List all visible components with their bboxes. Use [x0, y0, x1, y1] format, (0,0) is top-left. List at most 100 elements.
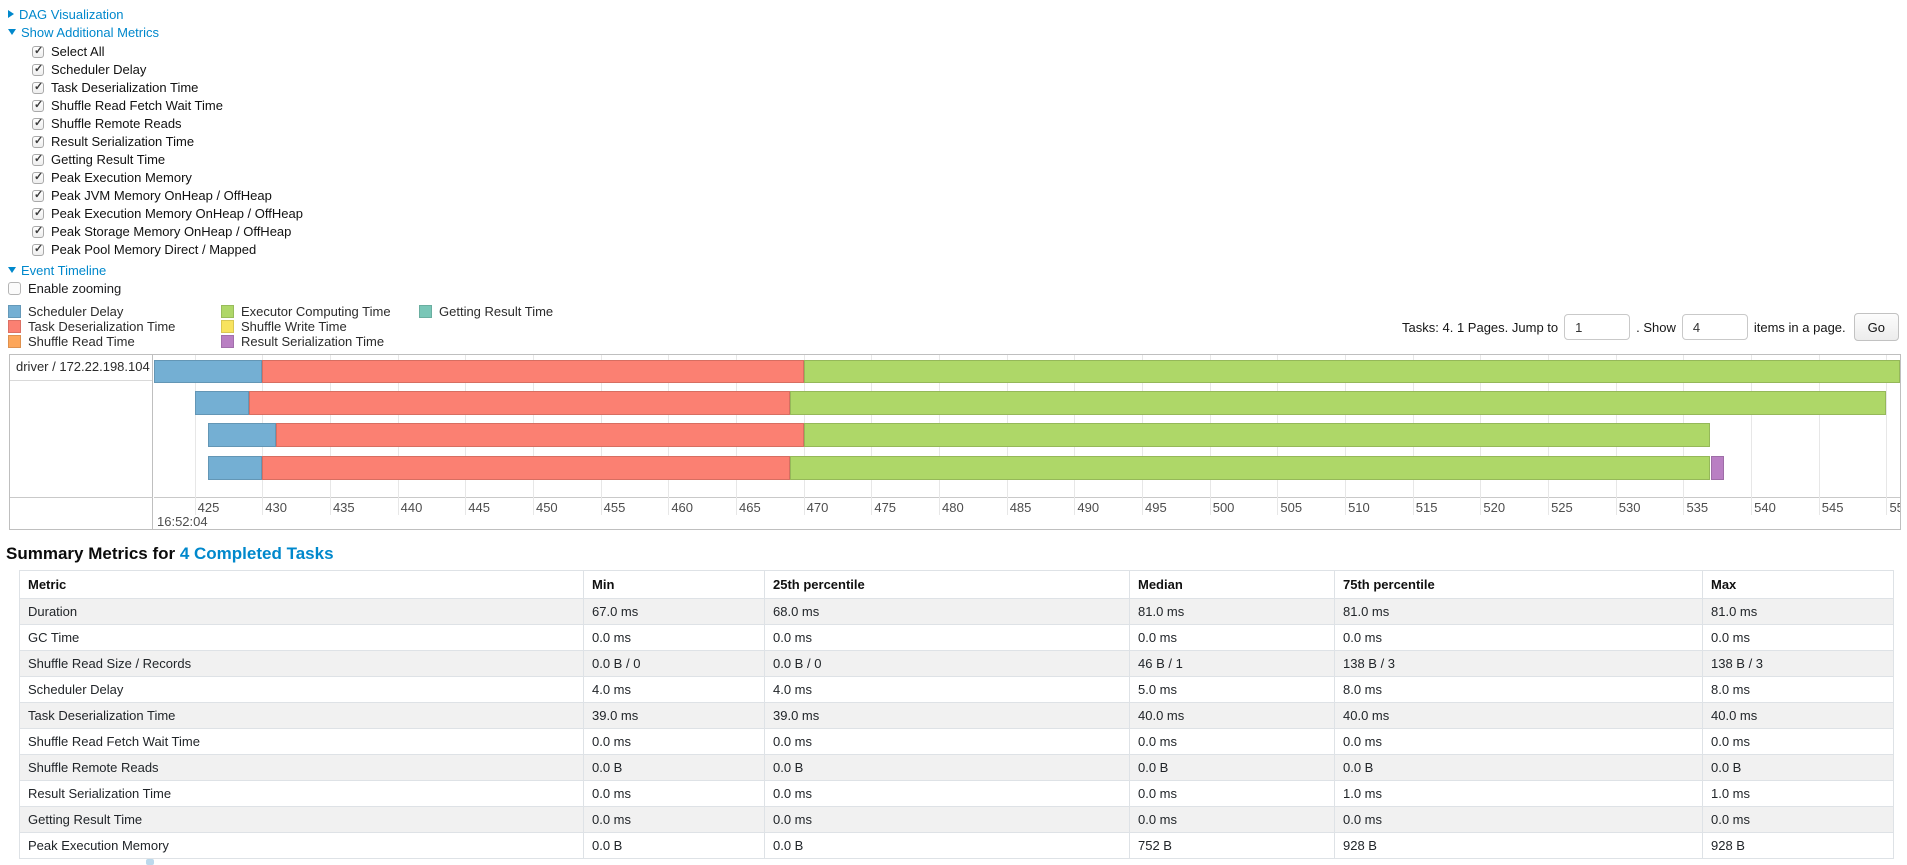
timeline-plot-area: 425 430 435 440 445 450 455 460 465 470 475 480 485 4…: [154, 355, 1900, 529]
metric-value-cell: 0.0 B: [583, 832, 765, 859]
metric-checkbox-row: Peak Pool Memory Direct / Mapped: [32, 241, 1899, 259]
metric-value-cell: 8.0 ms: [1702, 676, 1894, 703]
metric-value-cell: 46 B / 1: [1129, 650, 1335, 677]
task-bar-segment-scheduler-delay[interactable]: [194, 391, 249, 415]
checkbox-shuffle-read-fetch-wait-time[interactable]: [32, 99, 44, 112]
enable-zooming-checkbox[interactable]: [8, 282, 21, 295]
checkbox-label: Scheduler Delay: [51, 62, 147, 77]
task-bar-segment-task-deserialization[interactable]: [262, 360, 804, 383]
task-bar-segment-executor-computing[interactable]: [803, 423, 1711, 447]
task-bar-segment-scheduler-delay[interactable]: [208, 423, 276, 447]
timeline-header-band: Scheduler Delay Task Deserialization Time…: [8, 303, 1899, 351]
task-bar-segment-task-deserialization[interactable]: [262, 456, 791, 480]
timeline-tick-label: 515: [1415, 500, 1438, 515]
legend-column: Scheduler Delay Task Deserialization Time…: [8, 304, 221, 350]
checkbox-label: Peak Storage Memory OnHeap / OffHeap: [51, 224, 292, 239]
table-row-gc-time: GC Time 0.0 ms 0.0 ms 0.0 ms 0.0 ms 0.0 ms: [19, 624, 1894, 651]
metric-value-cell: 4.0 ms: [764, 676, 1130, 703]
task-bar-segment-task-deserialization[interactable]: [275, 423, 804, 447]
metric-value-cell: 0.0 ms: [1129, 728, 1335, 755]
task-bar-segment-executor-computing[interactable]: [790, 391, 1887, 415]
checkbox-result-serialization-time[interactable]: [32, 135, 44, 148]
summary-metrics-title: Summary Metrics for 4 Completed Tasks: [6, 544, 1907, 564]
table-header-75th-percentile: 75th percentile: [1334, 570, 1703, 599]
metric-value-cell: 67.0 ms: [583, 598, 765, 625]
metric-value-cell: 0.0 B / 0: [764, 650, 1130, 677]
timeline-tick-label: 495: [1145, 500, 1167, 515]
task-bar-segment-result-serialization[interactable]: [1710, 456, 1725, 480]
checkbox-peak-execution-memory-onheap-offheap[interactable]: [32, 207, 44, 220]
metric-value-cell: 0.0 ms: [1702, 728, 1894, 755]
task-pagination: Tasks: 4. 1 Pages. Jump to . Show items …: [1402, 313, 1899, 341]
metric-checkbox-row: Shuffle Read Fetch Wait Time: [32, 97, 1899, 115]
show-text: . Show: [1636, 319, 1676, 335]
jump-to-page-input[interactable]: [1564, 314, 1631, 340]
table-row-getting-result-time: Getting Result Time 0.0 ms 0.0 ms 0.0 ms 0.0…: [19, 806, 1894, 833]
metric-value-cell: 0.0 B: [583, 754, 765, 781]
completed-tasks-link[interactable]: 4 Completed Tasks: [179, 544, 334, 563]
checkbox-select-all[interactable]: [32, 45, 44, 58]
task-bar-segment-executor-computing[interactable]: [790, 456, 1711, 480]
table-row-task-deserialization-time: Task Deserialization Time 39.0 ms 39.0 ms 4…: [19, 702, 1894, 729]
metric-value-cell: 928 B: [1334, 832, 1703, 859]
go-button[interactable]: Go: [1853, 313, 1899, 341]
metric-value-cell: 40.0 ms: [1129, 702, 1335, 729]
timeline-tick-label: 445: [468, 500, 490, 515]
timeline-tick-label: 455: [603, 500, 626, 515]
dag-visualization-toggle[interactable]: DAG Visualization: [8, 7, 1899, 22]
metric-value-cell: 8.0 ms: [1334, 676, 1703, 703]
task-bar-segment-executor-computing[interactable]: [803, 360, 1900, 383]
metric-name-cell: Shuffle Read Fetch Wait Time: [19, 728, 584, 755]
metric-value-cell: 40.0 ms: [1702, 702, 1894, 729]
legend-item-shuffle-read-time: Shuffle Read Time: [8, 334, 221, 349]
metric-name-cell: Shuffle Read Size / Records: [19, 650, 584, 677]
timeline-tick-label: 505: [1280, 500, 1303, 515]
checkbox-peak-jvm-memory-onheap-offheap[interactable]: [32, 189, 44, 202]
table-row-shuffle-remote-reads: Shuffle Remote Reads 0.0 B 0.0 B 0.0 B 0.0 B…: [19, 754, 1894, 781]
timeline-tick-label: 530: [1618, 500, 1641, 515]
checkbox-peak-pool-memory-direct-mapped[interactable]: [32, 243, 44, 256]
metric-value-cell: 0.0 ms: [1129, 624, 1335, 651]
timeline-tick-label: 535: [1686, 500, 1709, 515]
metric-value-cell: 0.0 ms: [1129, 806, 1335, 833]
checkbox-peak-storage-memory-onheap-offheap[interactable]: [32, 225, 44, 238]
checkbox-peak-execution-memory[interactable]: [32, 171, 44, 184]
task-bar-segment-task-deserialization[interactable]: [248, 391, 791, 415]
metric-value-cell: 81.0 ms: [1129, 598, 1335, 625]
items-in-page-text: items in a page.: [1753, 319, 1846, 335]
event-timeline-chart: driver / 172.22.198.104 425 430 435 440 445 4…: [9, 354, 1901, 530]
timeline-major-tick-label: 16:52:04: [157, 514, 208, 529]
axis-separator: [10, 497, 153, 498]
metric-name-cell: Duration: [19, 598, 584, 625]
task-deserialization-legend-swatch: [8, 319, 21, 333]
legend-item-shuffle-write-time: Shuffle Write Time: [221, 319, 419, 334]
show-additional-metrics-toggle[interactable]: Show Additional Metrics: [8, 25, 1899, 40]
table-header-max: Max: [1702, 570, 1894, 599]
event-timeline-toggle[interactable]: Event Timeline: [8, 263, 1899, 278]
legend-item-scheduler-delay: Scheduler Delay: [8, 304, 221, 319]
metric-value-cell: 81.0 ms: [1702, 598, 1894, 625]
metric-name-cell: Scheduler Delay: [19, 676, 584, 703]
metric-value-cell: 39.0 ms: [764, 702, 1130, 729]
metric-checkbox-row: Task Deserialization Time: [32, 79, 1899, 97]
checkbox-getting-result-time[interactable]: [32, 153, 44, 166]
checkbox-scheduler-delay[interactable]: [32, 63, 44, 76]
metric-value-cell: 138 B / 3: [1334, 650, 1703, 677]
timeline-tick-label: 510: [1348, 500, 1370, 515]
additional-metrics-panel: DAG Visualization Show Additional Metric…: [0, 0, 1907, 297]
metric-value-cell: 0.0 B: [1702, 754, 1894, 781]
timeline-tick-label: 540: [1754, 500, 1776, 515]
checkbox-task-deserialization-time[interactable]: [32, 81, 44, 94]
checkbox-shuffle-remote-reads[interactable]: [32, 117, 44, 130]
metric-value-cell: 0.0 ms: [583, 780, 765, 807]
task-bar-segment-scheduler-delay[interactable]: [154, 360, 263, 383]
metric-checkbox-row: Getting Result Time: [32, 151, 1899, 169]
items-per-page-input[interactable]: [1681, 314, 1748, 340]
task-bar-segment-scheduler-delay[interactable]: [208, 456, 263, 480]
timeline-tick-label: 550: [1889, 500, 1900, 515]
timeline-tick-label: 450: [535, 500, 558, 515]
metric-checkbox-row: Peak Execution Memory OnHeap / OffHeap: [32, 205, 1899, 223]
timeline-tick-label: 425: [197, 500, 220, 515]
checkbox-label: Getting Result Time: [51, 152, 166, 167]
scheduler-delay-legend-swatch: [8, 304, 21, 318]
